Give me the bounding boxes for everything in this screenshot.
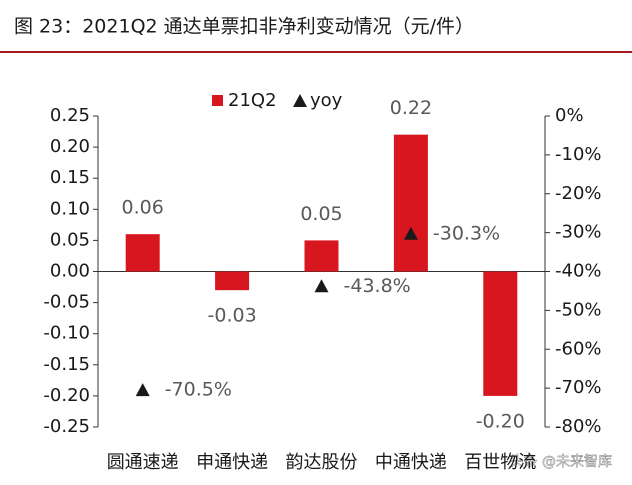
- y-tick-label: -0.05: [43, 292, 90, 313]
- x-tick-label: 圆通速递: [107, 452, 179, 473]
- legend-label: 21Q2: [228, 90, 277, 111]
- marker: [403, 226, 418, 240]
- y-tick-label: 0.00: [50, 261, 90, 282]
- bar: [125, 234, 160, 272]
- watermark: 头条 @未来智库: [510, 453, 612, 470]
- value-label: 0.22: [390, 97, 432, 119]
- x-tick-label: 韵达股份: [286, 452, 358, 473]
- marker: [314, 279, 329, 293]
- x-tick-label: 中通快递: [375, 452, 447, 473]
- value-label: 0.05: [300, 203, 342, 225]
- y-tick-label: 0.05: [50, 229, 90, 250]
- y2-tick-label: -20%: [555, 183, 602, 204]
- y-tick-label: 0.25: [50, 105, 90, 126]
- y2-tick-label: -30%: [555, 222, 602, 243]
- y2-tick-label: -60%: [555, 338, 602, 359]
- value-label: -0.20: [476, 410, 525, 432]
- y2-tick-label: 0%: [555, 105, 584, 126]
- y-tick-label: -0.15: [43, 354, 90, 375]
- value-label: 0.06: [122, 197, 164, 219]
- bar: [304, 240, 339, 272]
- value-label: -43.8%: [344, 275, 411, 297]
- chart-title: 图 23：2021Q2 通达单票扣非净利变动情况（元/件）: [14, 16, 474, 38]
- y2-tick-label: -80%: [555, 416, 602, 437]
- marker: [135, 383, 150, 397]
- value-label: -30.3%: [433, 222, 500, 244]
- legend-swatch: [293, 94, 307, 107]
- x-tick-label: 百世物流: [464, 452, 536, 473]
- y-tick-label: -0.25: [43, 416, 90, 437]
- x-tick-label: 申通快递: [196, 452, 268, 473]
- bar: [483, 271, 518, 396]
- legend-label: yoy: [310, 90, 343, 111]
- value-label: -0.03: [208, 305, 257, 327]
- y2-tick-label: -10%: [555, 144, 602, 165]
- legend-swatch: [212, 95, 223, 106]
- y-tick-label: 0.15: [50, 167, 90, 188]
- y-tick-label: -0.10: [43, 323, 90, 344]
- y-tick-label: -0.20: [43, 385, 90, 406]
- value-label: -70.5%: [165, 379, 232, 401]
- y-tick-label: 0.20: [50, 136, 90, 157]
- y2-tick-label: -50%: [555, 299, 602, 320]
- y2-tick-label: -40%: [555, 261, 602, 282]
- y2-tick-label: -70%: [555, 377, 602, 398]
- bar: [393, 134, 428, 272]
- bar: [215, 271, 250, 291]
- y-tick-label: 0.10: [50, 198, 90, 219]
